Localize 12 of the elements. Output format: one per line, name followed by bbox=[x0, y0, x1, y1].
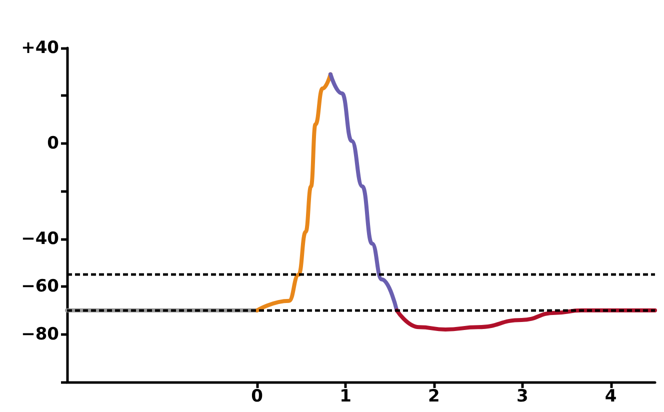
x-tick-label: 2 bbox=[428, 386, 440, 406]
x-tick-label: 0 bbox=[251, 386, 264, 406]
y-tick-label: −80 bbox=[21, 324, 60, 344]
y-tick-label: −60 bbox=[21, 276, 60, 297]
x-tick-label: 3 bbox=[516, 386, 528, 406]
x-tick-label: 1 bbox=[340, 386, 352, 406]
y-tick-label: 0 bbox=[47, 133, 60, 154]
x-tick-label: 4 bbox=[604, 386, 617, 406]
y-tick-label: −40 bbox=[21, 228, 60, 249]
line-series bbox=[328, 72, 399, 312]
y-tick-label: +40 bbox=[21, 38, 60, 58]
line-series bbox=[255, 72, 332, 312]
